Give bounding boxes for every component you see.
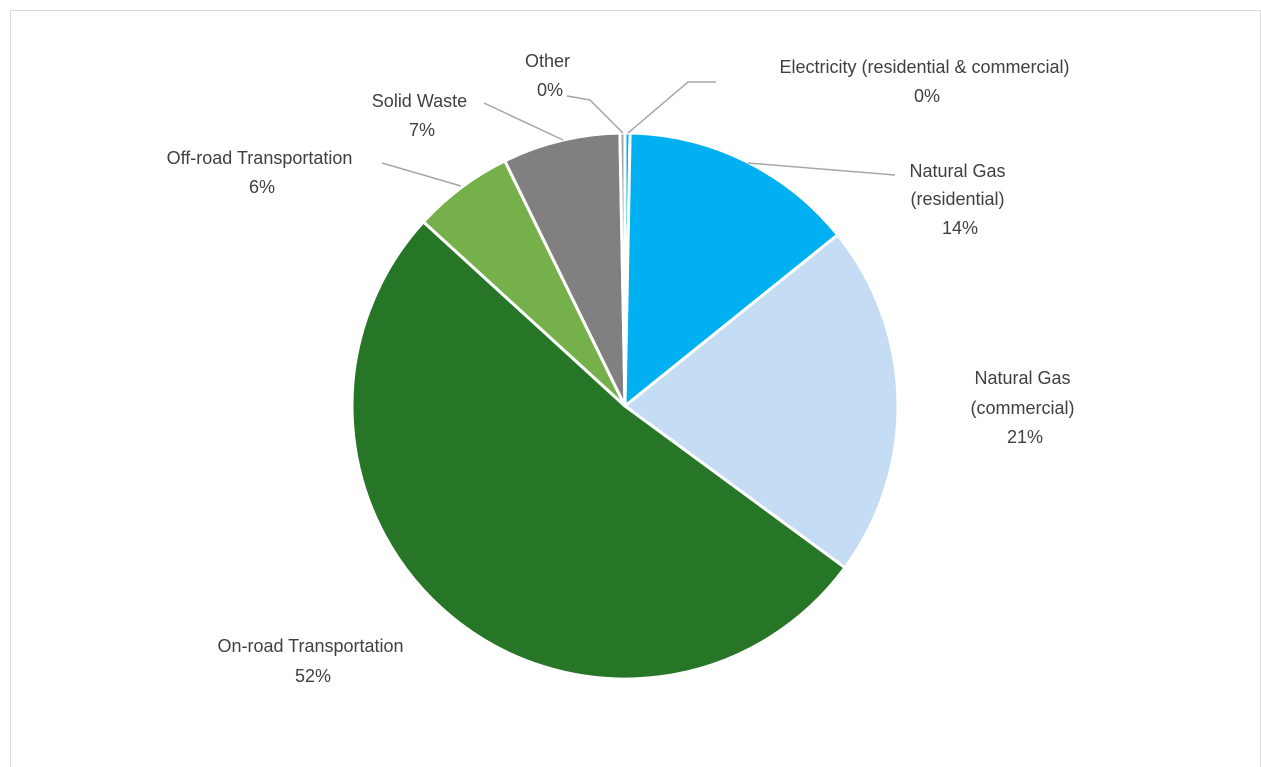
label-natural-gas-commercial: Natural Gas (commercial) 21% [970, 368, 1079, 447]
label-on-road: On-road Transportation 52% [217, 636, 408, 686]
pie-slice-natural-gas-commercial [623, 233, 900, 570]
label-solid-waste: Solid Waste 7% [372, 91, 472, 140]
data-labels: Electricity (residential & commercial) 0… [167, 51, 1079, 686]
leader-line-other [566, 95, 624, 134]
leader-line-solid-waste [483, 102, 564, 141]
leader-line-off-road [381, 162, 462, 187]
pie-slice-natural-gas-residential [623, 131, 840, 408]
pie-slices [350, 131, 900, 681]
label-off-road: Off-road Transportation 6% [167, 148, 358, 197]
pie-slice-on-road-transportation [350, 220, 847, 681]
leader-line-electricity [627, 81, 716, 134]
leader-line-natural-gas-residential [747, 162, 896, 176]
label-electricity: Electricity (residential & commercial) 0… [779, 57, 1074, 106]
label-other: Other 0% [525, 51, 575, 100]
label-natural-gas-residential: Natural Gas (residential) 14% [909, 161, 1010, 238]
leader-lines [381, 81, 896, 187]
pie-slice-solid-waste [503, 131, 627, 408]
